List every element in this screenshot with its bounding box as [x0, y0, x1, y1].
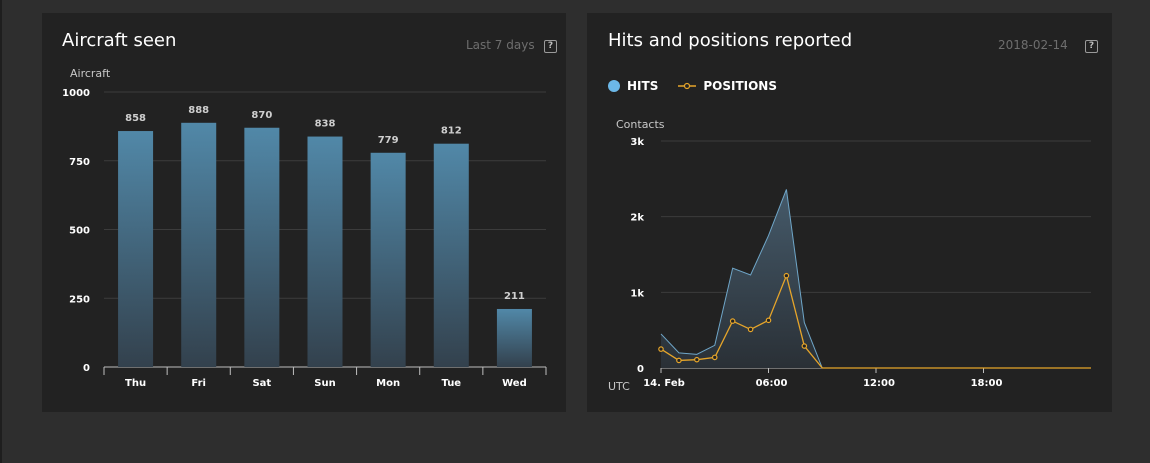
hits-area [661, 189, 1091, 368]
panel-title: Hits and positions reported [608, 30, 853, 51]
x-tick-label: 14. Feb [643, 378, 685, 389]
y-tick-label: 0 [83, 363, 90, 374]
hits-area-chart: Contacts UTC 0 1k 2k 3k 14. Feb 06:00 12:00 18:00 [608, 118, 1091, 393]
y-tick-label: 250 [69, 294, 90, 305]
positions-point [711, 354, 718, 361]
bar [433, 143, 469, 367]
data-label: 812 [441, 126, 462, 137]
bar [244, 127, 280, 367]
x-tick-label: Wed [502, 378, 527, 389]
hits-dot-icon [608, 80, 620, 92]
y-tick-label: 1k [630, 288, 644, 299]
range-label: Last 7 days [466, 38, 535, 52]
positions-point [801, 343, 808, 349]
x-axis-title: UTC [608, 380, 630, 393]
help-icon[interactable]: ? [544, 40, 557, 53]
positions-point [765, 317, 772, 324]
data-label: 870 [251, 110, 272, 121]
x-tick-label: Sun [314, 378, 335, 389]
data-label: 211 [504, 291, 525, 302]
x-tick-label: 18:00 [971, 378, 1003, 389]
x-tick-label: 06:00 [756, 378, 788, 389]
positions-point [676, 357, 682, 364]
help-icon[interactable]: ? [1085, 40, 1098, 53]
data-label: 779 [378, 135, 399, 146]
legend-item-hits[interactable]: HITS [608, 79, 658, 93]
y-tick-label: 2k [630, 213, 644, 224]
y-tick-label: 0 [637, 364, 644, 375]
y-axis-title: Aircraft [70, 67, 111, 80]
chart-legend: HITS POSITIONS [608, 79, 777, 93]
bar [118, 131, 154, 367]
legend-item-positions[interactable]: POSITIONS [678, 79, 777, 93]
data-label: 888 [188, 105, 209, 116]
bar [496, 308, 532, 367]
aircraft-bar-chart: Aircraft 0 250 500 750 1000 858 Thu 888 Fri 870 Sat… [62, 67, 547, 389]
left-edge-strip [0, 0, 2, 463]
data-label: 858 [125, 113, 146, 124]
legend-marker [684, 82, 691, 90]
positions-point [747, 326, 754, 333]
x-tick-label: 12:00 [863, 378, 895, 389]
y-tick-label: 3k [630, 137, 644, 148]
y-tick-label: 750 [69, 157, 90, 168]
bar [307, 136, 343, 367]
hits-positions-panel: Hits and positions reported 2018-02-14 ?… [587, 13, 1112, 412]
positions-point [694, 356, 700, 363]
bar [181, 122, 217, 367]
positions-point [729, 318, 736, 324]
positions-line-icon [678, 82, 697, 90]
positions-point [658, 346, 664, 352]
positions-point [783, 272, 790, 279]
bar [370, 152, 406, 367]
x-tick-label: Sat [252, 378, 271, 389]
legend-label: POSITIONS [703, 79, 777, 93]
aircraft-seen-panel: Aircraft seen Last 7 days ? Aircraft 0 250… [42, 13, 566, 412]
panel-title: Aircraft seen [62, 30, 177, 51]
x-tick-label: Thu [125, 378, 146, 389]
y-tick-label: 500 [69, 226, 90, 237]
legend-label: HITS [627, 79, 659, 93]
data-label: 838 [315, 119, 336, 130]
y-tick-label: 1000 [62, 88, 90, 99]
date-label: 2018-02-14 [998, 38, 1068, 52]
y-axis-title: Contacts [616, 118, 665, 131]
x-tick-label: Fri [191, 378, 206, 389]
x-tick-label: Tue [441, 378, 461, 389]
x-tick-label: Mon [376, 378, 400, 389]
